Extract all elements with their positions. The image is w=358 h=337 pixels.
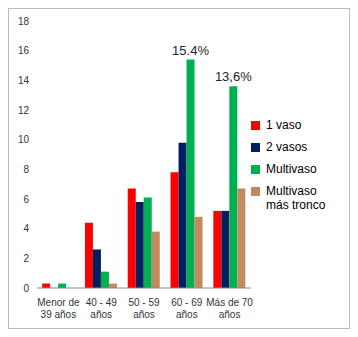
html-text:Multivaso: Multivaso [266,161,317,176]
html-text:Multivaso más tronco: Multivaso más tronco [266,183,326,212]
svg-text:18: 18 [18,16,30,27]
svg-text:8: 8 [23,164,29,175]
svg-text:Menor de39 años: Menor de39 años [37,297,80,320]
svg-text:4: 4 [23,223,29,234]
svg-text:15.4%: 15.4% [172,43,209,58]
svg-text:10: 10 [18,134,30,145]
svg-text:14: 14 [18,75,30,86]
html-text:2 vasos: 2 vasos [266,139,308,154]
svg-text:12: 12 [18,105,30,116]
svg-text:2: 2 [23,253,29,264]
svg-text:6: 6 [23,194,29,205]
svg-text:40 - 49años: 40 - 49años [86,297,118,320]
svg-text:0: 0 [23,283,29,294]
svg-text:60 - 69años: 60 - 69años [171,297,203,320]
svg-text:13,6%: 13,6% [215,69,252,84]
svg-text:16: 16 [18,45,30,56]
html-text:1 vaso: 1 vaso [266,117,302,132]
svg-text:Más de 70años: Más de 70años [206,297,253,320]
svg-text:50 - 59años: 50 - 59años [128,297,160,320]
